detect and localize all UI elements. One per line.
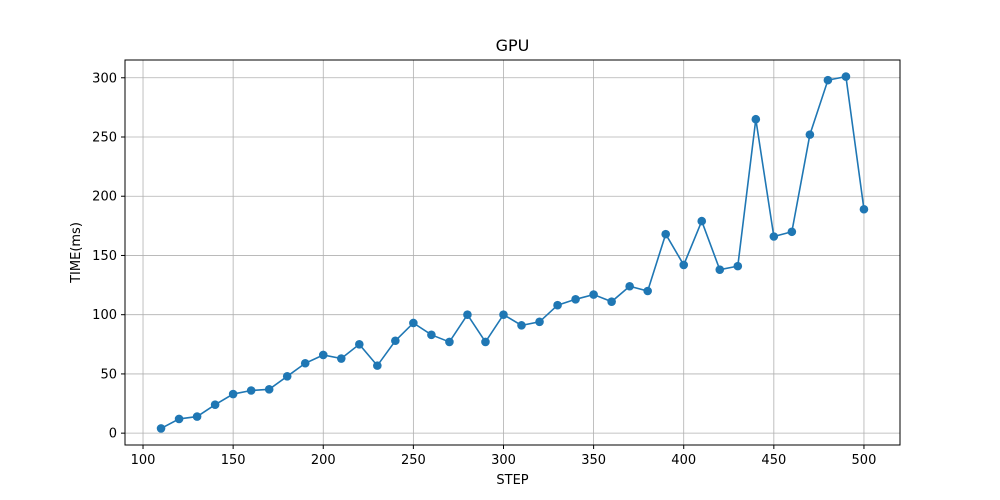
y-tick-label: 300 [92,71,117,86]
data-point [841,72,851,81]
data-point [805,130,815,139]
data-point [156,424,166,433]
data-point [336,354,346,363]
data-point [391,336,400,346]
data-point [643,286,652,296]
y-tick-label: 150 [92,249,117,264]
data-point [282,371,292,381]
data-point [192,412,202,421]
data-point [679,260,689,270]
data-point [264,385,274,394]
data-point [355,340,364,349]
y-tick-label: 200 [92,190,117,205]
data-point [246,386,256,395]
x-tick-label: 150 [221,453,246,468]
data-point [697,216,707,226]
y-tick-label: 0 [109,427,117,442]
data-point [210,400,220,410]
x-tick-label: 450 [761,453,786,468]
x-tick-label: 500 [852,453,877,468]
x-tick-label: 400 [671,453,696,468]
plot-frame [124,59,901,446]
data-point [409,318,418,328]
y-tick-label: 50 [100,367,117,382]
y-tick-label: 250 [92,131,117,146]
data-point [769,232,779,241]
data-point [589,290,598,299]
data-point [823,75,833,85]
data-point [859,204,869,214]
data-point [463,310,472,319]
x-tick-label: 300 [491,453,516,468]
x-tick-label: 100 [131,453,156,468]
data-point [174,414,184,424]
data-point [228,389,238,399]
data-point [427,330,436,340]
x-tick-label: 350 [581,453,606,468]
y-axis-label: TIME(ms) [69,222,84,284]
data-point [373,361,382,370]
x-tick-label: 250 [401,453,426,468]
data-point [661,229,670,239]
series-line [160,75,865,430]
chart-title: GPU [496,36,530,55]
data-point [553,300,562,310]
data-point [535,317,544,327]
x-tick-label: 200 [311,453,336,468]
y-tick-label: 100 [92,308,117,323]
data-point [625,281,634,291]
data-point [751,114,761,124]
data-point [481,337,490,347]
data-point [715,265,725,274]
data-point [300,358,310,368]
axis-ticks: 100 150 200 250 300 350 400 450 500 0 50 100 150 200 2… [92,71,876,468]
data-point [571,294,580,304]
x-axis-label: STEP [496,473,528,488]
data-point [499,310,508,319]
data-point [318,350,328,360]
data-point [787,227,797,237]
data-point [733,261,743,271]
data-point [445,337,454,347]
data-point [517,321,526,330]
data-point [607,297,616,306]
grid-lines [125,60,900,445]
series-layer [156,72,869,433]
